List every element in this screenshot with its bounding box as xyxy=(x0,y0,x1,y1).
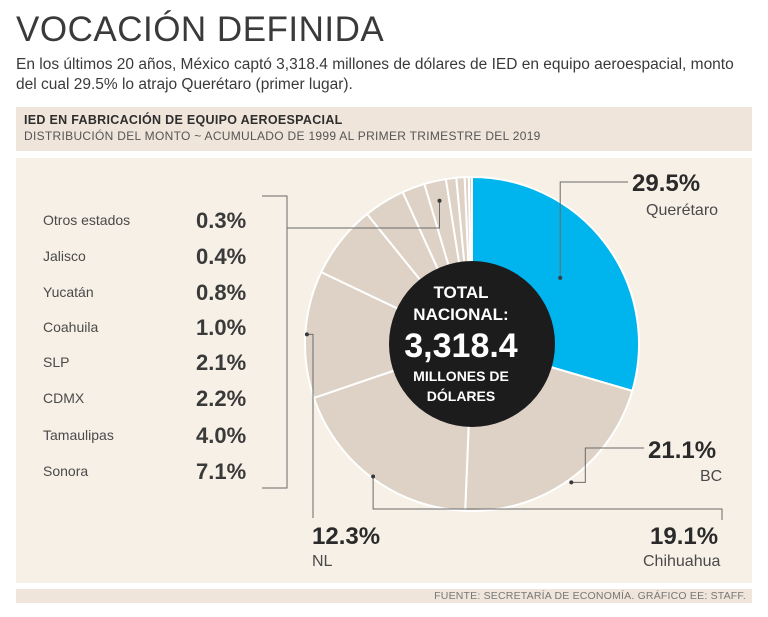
center-label-millones: MILLONES DE xyxy=(413,368,509,384)
legend-name-otros: Otros estados xyxy=(43,212,131,228)
legend-bracket xyxy=(262,195,288,489)
chart-banner: IED EN FABRICACIÓN DE EQUIPO AEROESPACIA… xyxy=(16,107,752,151)
leader-line-small-slices xyxy=(287,200,440,229)
leader-dot-chihuahua xyxy=(371,474,376,479)
legend-name-cdmx: CDMX xyxy=(43,390,85,406)
legend-value-sonora: 7.1% xyxy=(196,459,247,484)
center-label-nacional: NACIONAL: xyxy=(413,305,509,324)
legend-value-slp: 2.1% xyxy=(196,350,247,375)
chart-heading: IED EN FABRICACIÓN DE EQUIPO AEROESPACIA… xyxy=(24,113,343,127)
legend-value-yucatan: 0.8% xyxy=(196,280,247,305)
legend-value-otros: 0.3% xyxy=(196,208,247,233)
legend-name-slp: SLP xyxy=(43,354,70,370)
legend-value-cdmx: 2.2% xyxy=(196,386,247,411)
callout-name-queretaro: Querétaro xyxy=(646,202,719,219)
leader-line-bc xyxy=(571,447,644,483)
source-footer: FUENTE: SECRETARÍA DE ECONOMÍA. GRÁFICO … xyxy=(16,589,752,603)
leader-dot-nl xyxy=(304,332,309,337)
leader-dot-queretaro xyxy=(558,275,563,280)
callout-name-bc: BC xyxy=(700,468,723,485)
legend-name-sonora: Sonora xyxy=(43,463,89,479)
leader-line-chihuahua xyxy=(372,476,723,520)
leader-line-queretaro xyxy=(559,181,628,278)
page-title: VOCACIÓN DEFINIDA xyxy=(16,10,385,49)
leader-dot-small-slices xyxy=(437,198,442,203)
page-subtitle: En los últimos 20 años, México captó 3,3… xyxy=(16,56,734,93)
callout-value-bc: 21.1% xyxy=(648,437,717,464)
legend-name-yucatan: Yucatán xyxy=(43,284,94,300)
legend-value-jalisco: 0.4% xyxy=(196,244,247,269)
legend-value-coahuila: 1.0% xyxy=(196,315,247,340)
legend-name-coahuila: Coahuila xyxy=(43,319,99,335)
callout-name-chihuahua: Chihuahua xyxy=(643,553,721,570)
center-label-total: TOTAL xyxy=(433,283,489,302)
callout-value-chihuahua: 19.1% xyxy=(650,523,719,550)
center-total-value: 3,318.4 xyxy=(404,327,518,365)
pie-center-circle xyxy=(389,261,555,427)
callout-name-nl: NL xyxy=(312,553,333,570)
legend-name-jalisco: Jalisco xyxy=(43,248,86,264)
legend-value-tamaulipas: 4.0% xyxy=(196,423,247,448)
chart-subheading: DISTRIBUCIÓN DEL MONTO ~ ACUMULADO DE 19… xyxy=(24,129,541,143)
leader-dot-bc xyxy=(569,480,574,485)
legend-name-tamaulipas: Tamaulipas xyxy=(43,427,114,443)
leader-line-nl xyxy=(306,333,314,518)
callout-value-nl: 12.3% xyxy=(312,523,381,550)
center-label-dolares: DÓLARES xyxy=(426,388,496,404)
callout-value-queretaro: 29.5% xyxy=(632,170,701,197)
